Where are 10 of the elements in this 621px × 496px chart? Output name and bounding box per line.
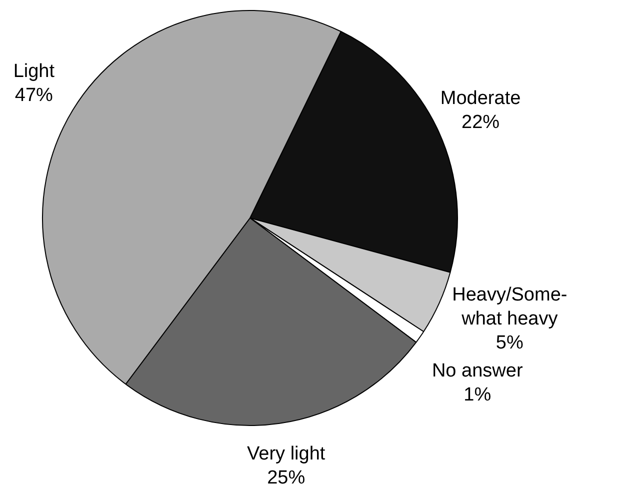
data-label: 25% xyxy=(267,467,306,488)
data-label: 1% xyxy=(464,384,492,406)
data-label: 47% xyxy=(14,84,54,106)
slice-label: Heavy/Some-what heavy xyxy=(452,284,568,330)
slice-label: Light xyxy=(13,60,56,82)
data-label: 5% xyxy=(496,332,524,354)
slice-label: No answer xyxy=(432,360,524,382)
slice-label: Moderate xyxy=(440,88,521,110)
data-label: 22% xyxy=(462,112,500,134)
slice-label: Very light xyxy=(247,443,326,464)
